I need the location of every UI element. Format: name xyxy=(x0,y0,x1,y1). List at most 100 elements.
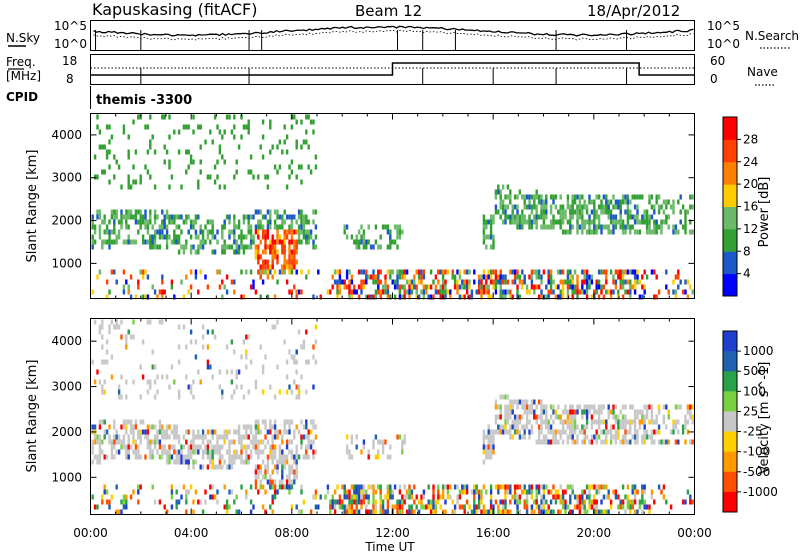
echo-cell xyxy=(156,434,159,440)
echo-cell xyxy=(180,459,183,465)
echo-cell xyxy=(381,444,385,450)
echo-cell xyxy=(290,504,294,510)
freq-label-top: Freq. xyxy=(6,55,36,69)
echo-cell xyxy=(631,504,634,510)
echo-cell xyxy=(365,274,368,280)
echo-cell xyxy=(261,119,265,125)
echo-cell xyxy=(681,429,685,435)
echo-cell xyxy=(533,409,536,415)
echo-cell xyxy=(343,229,346,235)
echo-cell xyxy=(156,389,159,395)
echo-cell xyxy=(146,274,150,280)
echo-cell xyxy=(249,169,253,175)
echo-cell xyxy=(513,499,517,505)
echo-cell xyxy=(177,214,181,220)
echo-cell xyxy=(201,439,205,445)
echo-cell xyxy=(453,484,457,490)
echo-cell xyxy=(578,204,582,210)
echo-cell xyxy=(497,279,500,285)
echo-cell xyxy=(691,439,694,445)
echo-cell xyxy=(177,439,181,445)
echo-cell xyxy=(410,279,414,285)
echo-cell xyxy=(681,424,685,430)
echo-cell xyxy=(305,329,308,335)
power-colorbar-segment xyxy=(723,206,737,230)
echo-cell xyxy=(254,429,258,435)
echo-cell xyxy=(108,244,111,250)
echo-cell xyxy=(533,194,536,200)
echo-cell xyxy=(105,124,109,130)
echo-cell xyxy=(540,214,543,220)
echo-cell xyxy=(528,434,531,440)
echo-cell xyxy=(614,219,618,225)
velocity-colorbar-tick-label: 1000 xyxy=(743,344,774,358)
echo-cell xyxy=(542,214,546,220)
echo-cell xyxy=(674,229,678,235)
echo-cell xyxy=(521,279,524,285)
echo-cell xyxy=(413,274,416,280)
echo-cell xyxy=(537,214,541,220)
echo-cell xyxy=(213,464,217,470)
echo-cell xyxy=(348,279,351,285)
echo-cell xyxy=(602,224,606,230)
echo-cell xyxy=(261,249,265,255)
echo-cell xyxy=(233,459,236,465)
echo-cell xyxy=(254,384,258,390)
echo-cell xyxy=(489,449,493,455)
echo-cell xyxy=(583,404,586,410)
echo-cell xyxy=(571,434,574,440)
echo-cell xyxy=(530,274,534,280)
power-colorbar-tick-label: 12 xyxy=(743,222,758,236)
echo-cell xyxy=(329,509,332,515)
echo-cell xyxy=(273,269,277,275)
echo-cell xyxy=(602,209,606,215)
echo-cell xyxy=(235,384,238,390)
echo-cell xyxy=(494,274,498,280)
echo-cell xyxy=(91,439,94,445)
echo-cell xyxy=(300,419,303,425)
echo-cell xyxy=(523,484,526,490)
echo-cell xyxy=(573,439,577,445)
echo-cell xyxy=(677,269,680,275)
echo-cell xyxy=(487,429,490,435)
echo-cell xyxy=(185,274,188,280)
echo-cell xyxy=(353,489,356,495)
echo-cell xyxy=(590,294,594,300)
echo-cell xyxy=(552,404,555,410)
echo-cell xyxy=(367,239,370,245)
echo-cell xyxy=(619,499,622,505)
echo-cell xyxy=(283,484,286,490)
echo-cell xyxy=(165,209,169,215)
echo-cell xyxy=(374,239,378,245)
echo-cell xyxy=(257,489,260,495)
echo-cell xyxy=(149,244,152,250)
echo-cell xyxy=(516,429,519,435)
echo-cell xyxy=(149,234,152,240)
velocity-colorbar-segment xyxy=(723,391,737,412)
echo-cell xyxy=(477,289,481,295)
echo-cell xyxy=(396,509,399,515)
echo-cell xyxy=(189,249,193,255)
echo-cell xyxy=(566,504,570,510)
echo-cell xyxy=(674,289,678,295)
echo-cell xyxy=(583,504,586,510)
echo-cell xyxy=(619,219,622,225)
echo-cell xyxy=(331,499,334,505)
echo-cell xyxy=(161,209,164,215)
echo-cell xyxy=(485,489,488,495)
echo-cell xyxy=(213,234,217,240)
echo-cell xyxy=(293,479,296,485)
echo-cell xyxy=(314,164,318,170)
echo-cell xyxy=(612,214,615,220)
echo-cell xyxy=(156,214,159,220)
echo-cell xyxy=(105,489,109,495)
echo-cell xyxy=(559,419,562,425)
echo-cell xyxy=(211,494,214,500)
echo-cell xyxy=(305,434,308,440)
echo-cell xyxy=(461,484,464,490)
echo-cell xyxy=(91,424,94,430)
echo-cell xyxy=(139,434,142,440)
echo-cell xyxy=(324,494,327,500)
echo-cell xyxy=(429,504,433,510)
echo-cell xyxy=(427,499,430,505)
